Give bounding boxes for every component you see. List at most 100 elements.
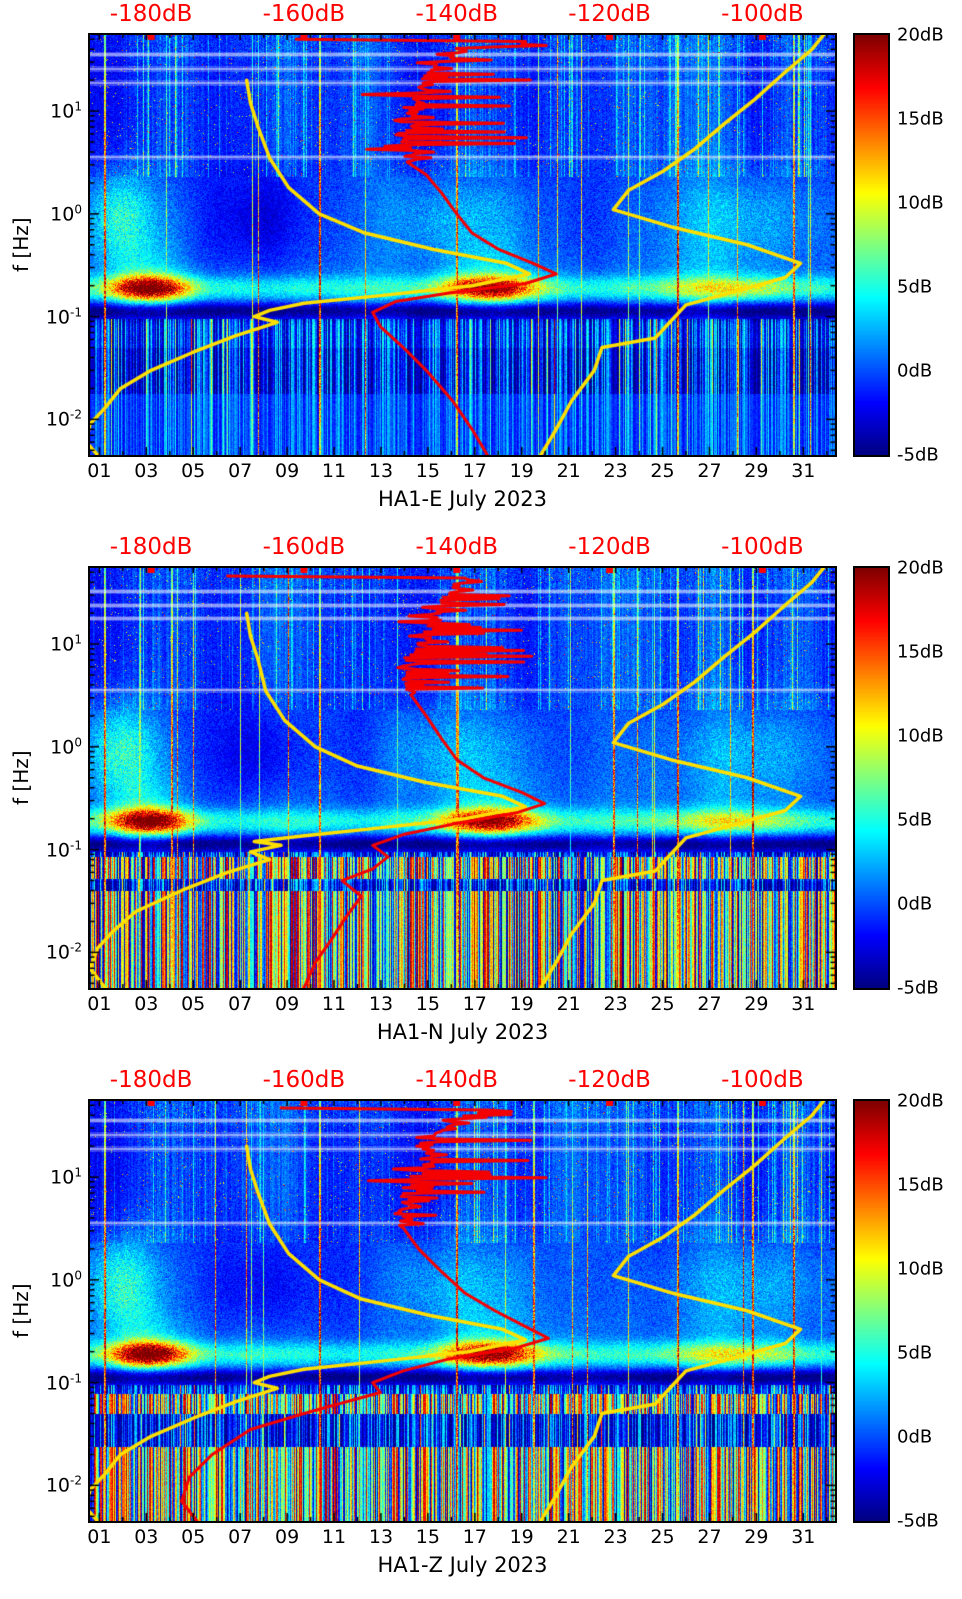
y-axis-tick-label: 100: [50, 1268, 82, 1292]
y-axis-tick-label: 101: [50, 632, 82, 656]
top-axis-tick-label: -100dB: [721, 1067, 804, 1093]
y-axis-tick-label: 10-1: [45, 837, 82, 862]
y-axis-tick-label: 100: [50, 202, 82, 226]
plot-frame: [88, 33, 837, 457]
top-axis-tick-label: -100dB: [721, 1, 804, 27]
x-axis-tick-label: 31: [791, 460, 816, 482]
top-axis-tick-label: -180dB: [109, 534, 193, 560]
top-axis-tick-label: -180dB: [109, 1067, 193, 1093]
x-axis-tick-label: 21: [556, 460, 581, 482]
x-axis-tick-label: 01: [87, 1526, 112, 1548]
x-axis-tick-label: 19: [509, 460, 534, 482]
spectrogram-canvas: [90, 568, 835, 988]
top-axis-db-labels: -180dB -160dB -140dB -120dB -100dB: [90, 0, 835, 32]
x-axis-tick-labels: 01 03 05 07 09 11 13 15 17 19 21 23 25 27 29 31: [87, 1526, 835, 1550]
colorbar-tick-labels: 20dB 15dB 10dB 5dB 0dB -5dB: [897, 25, 959, 466]
x-axis-tick-label: 17: [462, 993, 487, 1015]
colorbar-tick-label: 0dB: [897, 893, 933, 915]
top-axis-db-labels: -180dB -160dB -140dB -120dB -100dB: [90, 533, 835, 565]
colorbar-tick-label: -5dB: [897, 444, 939, 466]
x-axis-tick-label: 27: [697, 460, 722, 482]
x-axis-tick-label: 21: [556, 993, 581, 1015]
top-axis-tick-label: -160dB: [262, 534, 346, 560]
x-axis-tick-label: 23: [603, 1526, 628, 1548]
panel-title: HA1-Z July 2023: [377, 1553, 548, 1577]
colorbar-canvas: [855, 568, 888, 988]
x-axis-tick-label: 31: [791, 1526, 816, 1548]
y-axis-tick-label: 10-1: [45, 304, 82, 329]
y-axis-tick-label: 10-2: [45, 1473, 82, 1498]
x-axis-tick-label: 03: [134, 993, 159, 1015]
colorbar-tick-label: 10dB: [897, 725, 944, 747]
x-axis-tick-label: 15: [415, 1526, 440, 1548]
panel-title: HA1-E July 2023: [378, 487, 547, 511]
x-axis-tick-label: 03: [134, 460, 159, 482]
x-axis-tick-label: 27: [697, 1526, 722, 1548]
x-axis-tick-label: 07: [228, 460, 253, 482]
x-axis-tick-labels: 01 03 05 07 09 11 13 15 17 19 21 23 25 27 29 31: [87, 993, 835, 1017]
y-axis-tick-labels: 10-2 10-1 100 101: [0, 35, 84, 455]
colorbar-tick-label: 15dB: [897, 108, 944, 130]
top-axis-tick-label: -120dB: [568, 1, 651, 27]
colorbar-frame: [853, 1099, 890, 1523]
x-axis-tick-label: 29: [744, 993, 769, 1015]
x-axis-tick-label: 25: [650, 460, 675, 482]
x-axis-tick-label: 23: [603, 460, 628, 482]
x-axis-tick-label: 11: [321, 460, 347, 482]
colorbar-tick-label: 0dB: [897, 360, 933, 382]
colorbar-tick-label: -5dB: [897, 977, 939, 999]
y-axis-tick-label: 10-2: [45, 407, 82, 432]
x-axis-tick-label: 13: [368, 993, 394, 1015]
x-axis-tick-label: 09: [275, 1526, 300, 1548]
colorbar-tick-labels: 20dB 15dB 10dB 5dB 0dB -5dB: [897, 558, 959, 999]
colorbar-tick-label: 15dB: [897, 1174, 944, 1196]
y-axis-tick-label: 10-1: [45, 1370, 82, 1395]
colorbar-tick-label: -5dB: [897, 1510, 939, 1532]
top-axis-db-labels: -180dB -160dB -140dB -120dB -100dB: [90, 1066, 835, 1098]
spectrogram-panel-ha1-z: -180dB -160dB -140dB -120dB -100dB f [Hz] 10…: [0, 1066, 962, 1599]
colorbar-tick-label: 5dB: [897, 276, 933, 298]
top-axis-tick-label: -180dB: [109, 1, 193, 27]
colorbar-tick-label: 10dB: [897, 1258, 944, 1280]
top-axis-tick-label: -160dB: [262, 1067, 346, 1093]
top-axis-tick-label: -140dB: [415, 1, 499, 27]
x-axis-tick-label: 13: [368, 460, 394, 482]
top-axis-tick-label: -120dB: [568, 1067, 651, 1093]
y-axis-tick-labels: 10-2 10-1 100 101: [0, 568, 84, 988]
top-axis-tick-label: -100dB: [721, 534, 804, 560]
x-axis-tick-label: 19: [509, 1526, 534, 1548]
x-axis-tick-label: 05: [181, 993, 206, 1015]
x-axis-tick-label: 03: [134, 1526, 159, 1548]
x-axis-tick-label: 17: [462, 460, 487, 482]
y-axis-tick-label: 10-2: [45, 940, 82, 965]
colorbar-tick-label: 20dB: [897, 557, 944, 579]
y-axis-tick-label: 101: [50, 99, 82, 123]
y-axis-tick-labels: 10-2 10-1 100 101: [0, 1101, 84, 1521]
panel-title: HA1-N July 2023: [376, 1020, 549, 1044]
spectrogram-panel-ha1-e: -180dB -160dB -140dB -120dB -100dB f [Hz] 10…: [0, 0, 962, 533]
colorbar-tick-label: 10dB: [897, 192, 944, 214]
top-axis-tick-label: -140dB: [415, 1067, 499, 1093]
x-axis-tick-label: 07: [228, 1526, 253, 1548]
x-axis-tick-label: 05: [181, 1526, 206, 1548]
x-axis-tick-label: 19: [509, 993, 534, 1015]
colorbar-frame: [853, 33, 890, 457]
x-axis-tick-label: 13: [368, 1526, 394, 1548]
colorbar-canvas: [855, 1101, 888, 1521]
colorbar-tick-label: 20dB: [897, 1090, 944, 1112]
colorbar-tick-labels: 20dB 15dB 10dB 5dB 0dB -5dB: [897, 1091, 959, 1532]
x-axis-tick-label: 15: [415, 993, 440, 1015]
x-axis-tick-label: 31: [791, 993, 816, 1015]
x-axis-tick-label: 21: [556, 1526, 581, 1548]
x-axis-tick-label: 07: [228, 993, 253, 1015]
colorbar-tick-label: 15dB: [897, 641, 944, 663]
plot-frame: [88, 566, 837, 990]
top-axis-tick-label: -120dB: [568, 534, 651, 560]
x-axis-tick-label: 11: [321, 993, 347, 1015]
top-axis-tick-label: -160dB: [262, 1, 346, 27]
x-axis-tick-label: 23: [603, 993, 628, 1015]
x-axis-tick-label: 25: [650, 993, 675, 1015]
y-axis-tick-label: 100: [50, 735, 82, 759]
x-axis-tick-label: 29: [744, 460, 769, 482]
colorbar-tick-label: 5dB: [897, 1342, 933, 1364]
